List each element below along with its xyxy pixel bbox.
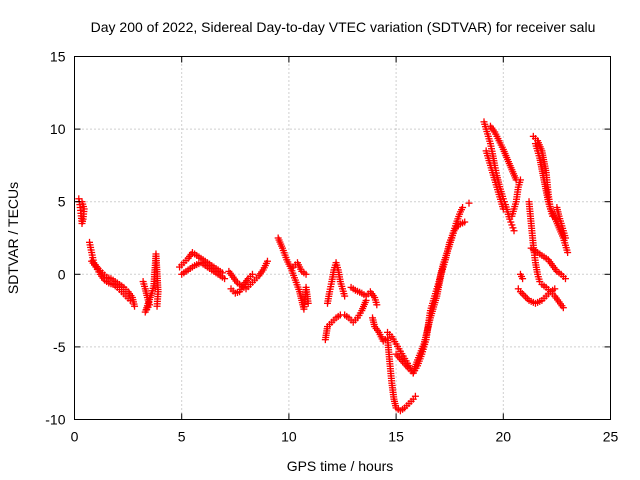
y-tick-label: 10	[50, 121, 66, 137]
data-point	[304, 299, 312, 307]
data-point	[459, 204, 467, 212]
data-point	[519, 275, 527, 283]
data-point	[461, 218, 469, 226]
data-point	[522, 293, 530, 301]
x-tick-label: 25	[603, 429, 619, 445]
x-tick-label: 5	[178, 429, 186, 445]
x-tick-label: 0	[71, 429, 79, 445]
data-point	[518, 289, 526, 297]
data-point	[221, 275, 229, 283]
y-tick-label: -10	[45, 412, 65, 428]
data-point	[551, 285, 559, 293]
data-point	[564, 249, 572, 257]
data-point	[153, 302, 161, 310]
y-tick-label: -5	[53, 339, 66, 355]
plot-frame	[74, 56, 611, 420]
data-point	[248, 270, 256, 278]
y-axis-ticks: -10 -5 0 5 10 15	[45, 49, 611, 428]
y-tick-label: 0	[58, 266, 66, 282]
data-point	[520, 291, 528, 299]
y-tick-label: 15	[50, 49, 66, 65]
data-point	[559, 304, 567, 312]
data-point	[561, 275, 569, 283]
chart-title: Day 200 of 2022, Sidereal Day-to-day VTE…	[91, 19, 596, 35]
data-point	[516, 176, 524, 184]
data-point	[302, 270, 310, 278]
data-point	[341, 292, 349, 300]
y-tick-label: 5	[58, 194, 66, 210]
data-point	[126, 296, 134, 304]
data-point	[373, 301, 381, 309]
data-point	[411, 392, 419, 400]
x-axis-label: GPS time / hours	[287, 458, 394, 474]
data-points	[75, 118, 572, 415]
y-axis-label: SDTVAR / TECUs	[5, 182, 21, 294]
data-point	[510, 227, 518, 235]
x-tick-label: 10	[281, 429, 297, 445]
data-point	[549, 212, 557, 220]
data-point	[465, 199, 473, 207]
data-point	[263, 257, 271, 265]
x-tick-label: 15	[388, 429, 404, 445]
data-point	[561, 234, 569, 242]
data-point	[499, 205, 507, 213]
x-axis-ticks: 0 5 10 15 20 25	[71, 56, 619, 445]
x-tick-label: 20	[496, 429, 512, 445]
data-point	[131, 302, 139, 310]
